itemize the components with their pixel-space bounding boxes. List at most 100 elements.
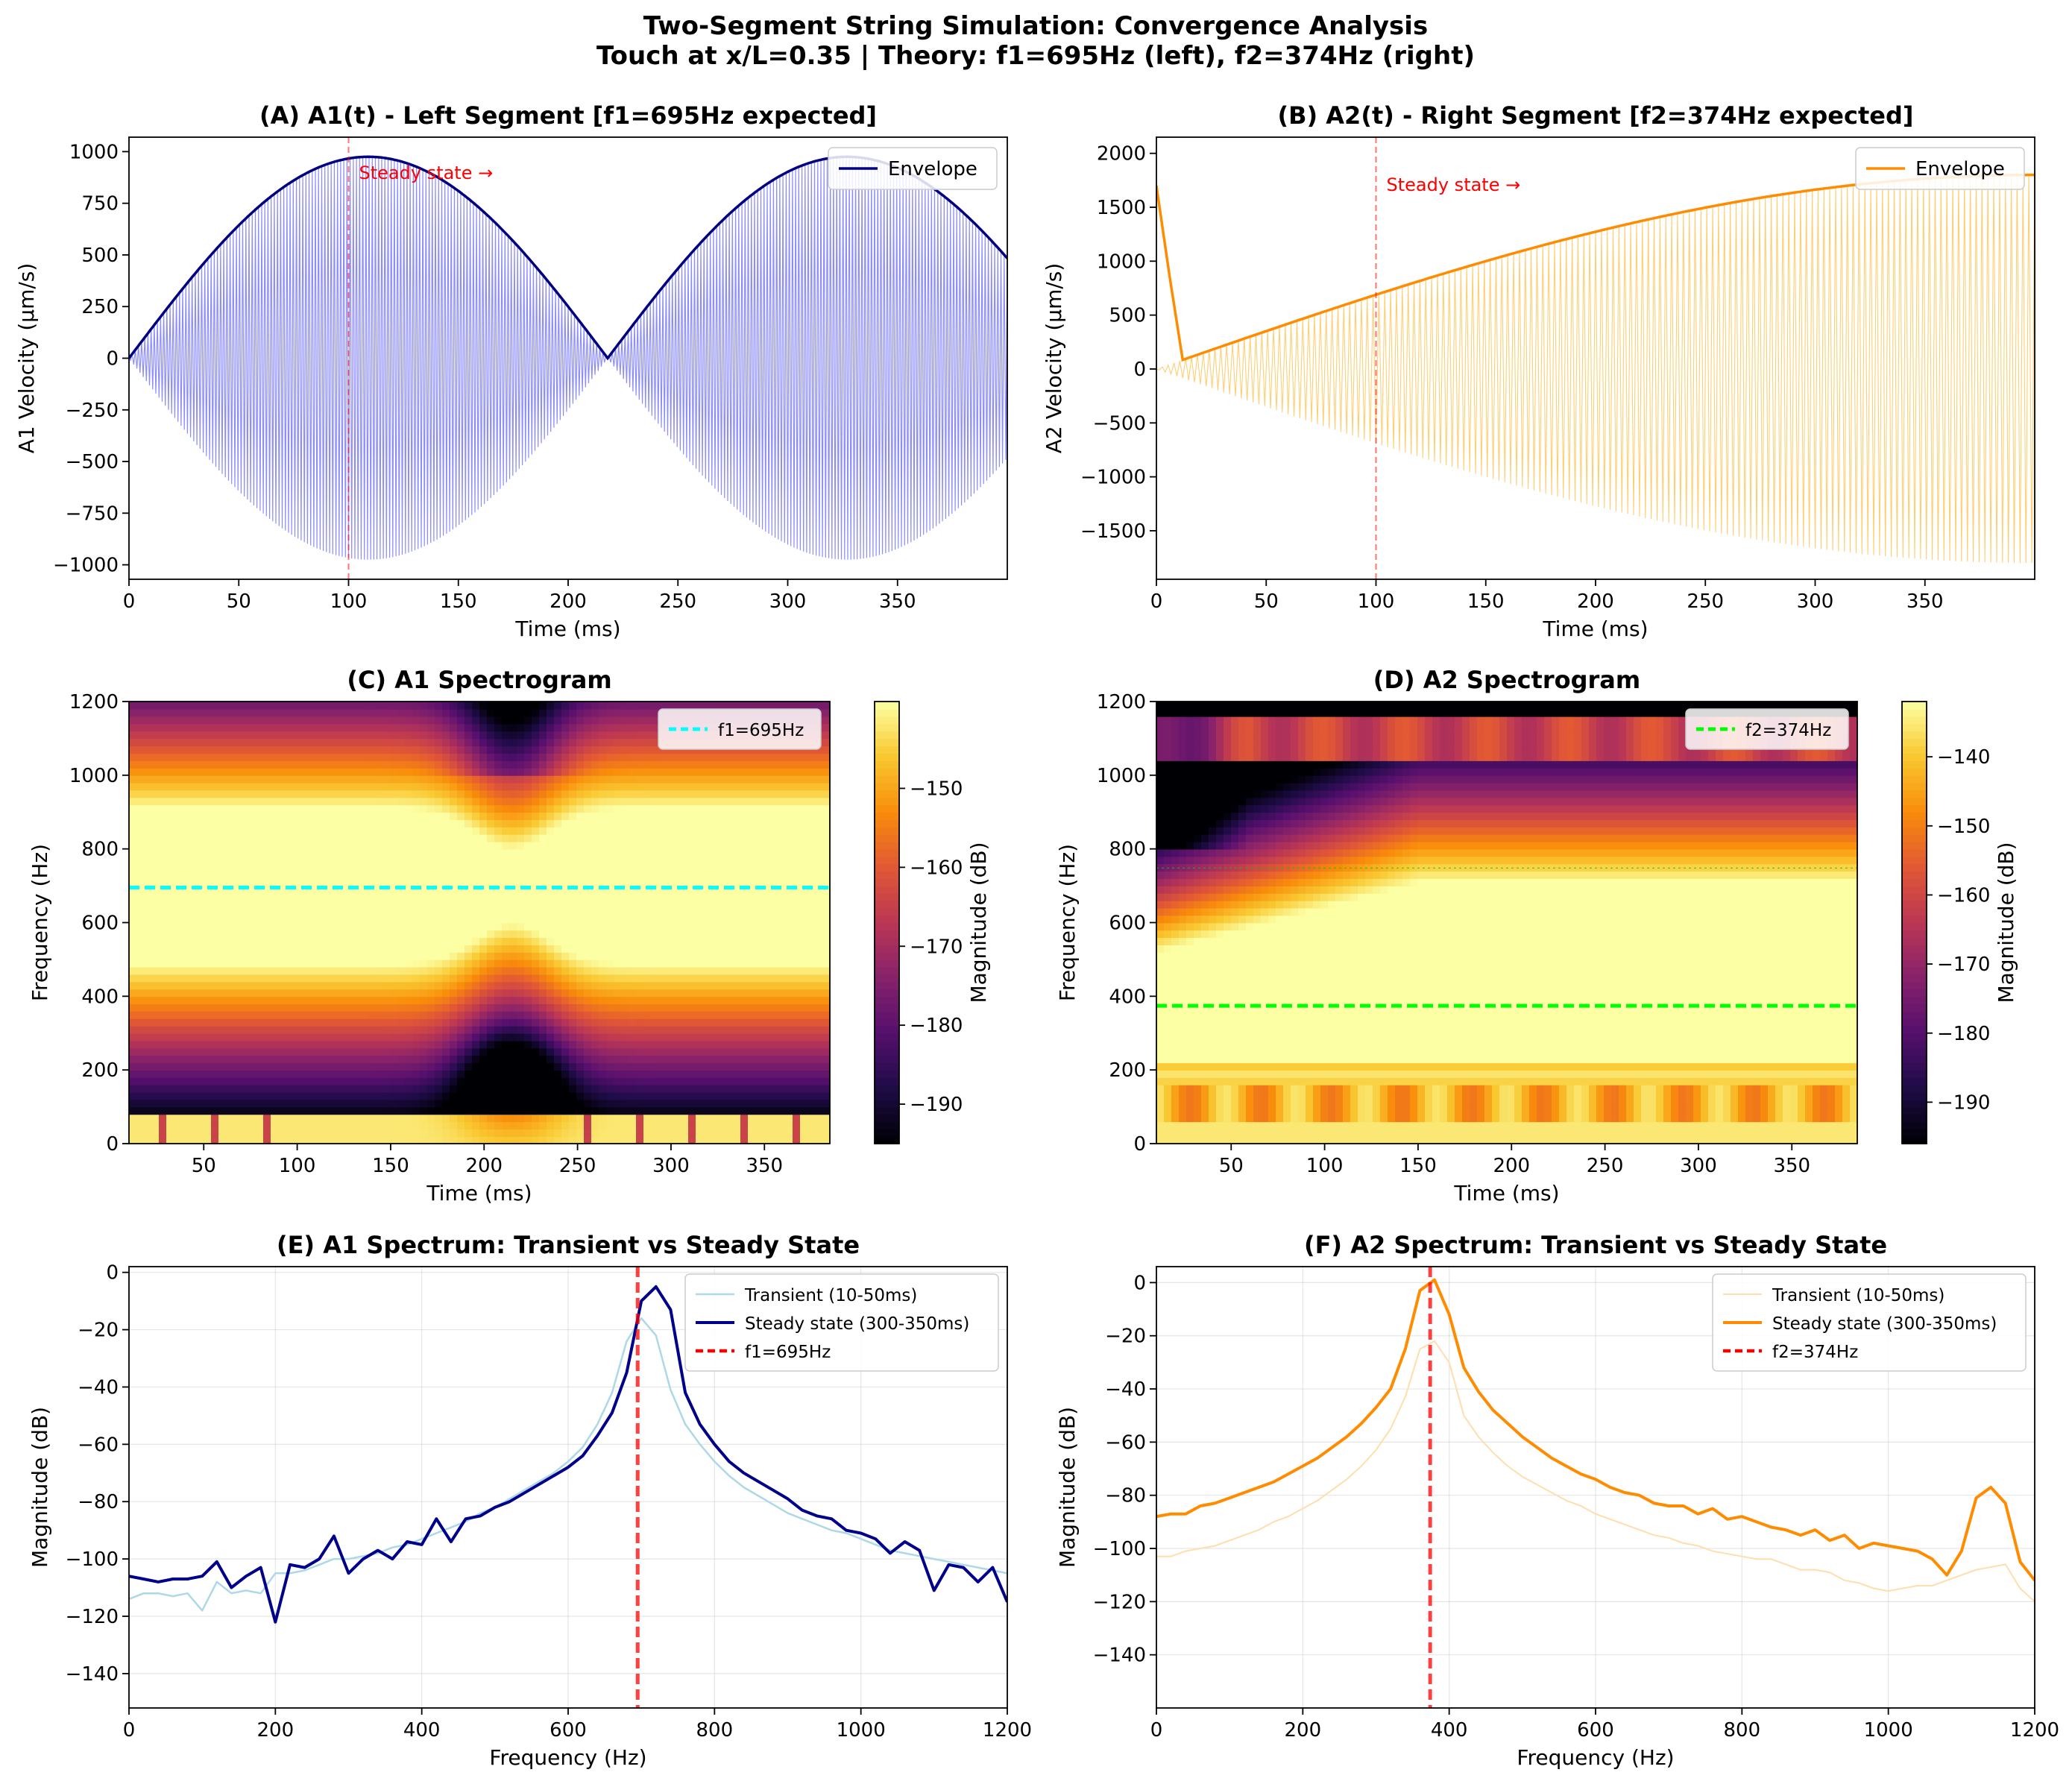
spectrogram-cell — [151, 768, 160, 776]
spectrogram-cell — [554, 833, 562, 842]
spectrogram-cell — [465, 738, 473, 747]
spectrogram-cell — [658, 871, 667, 879]
spectrogram-cell — [196, 1070, 204, 1078]
spectrogram-cell — [547, 731, 555, 740]
spectrogram-cell — [494, 878, 503, 886]
spectrogram-cell — [405, 827, 413, 835]
spectrogram-cell — [390, 856, 398, 865]
spectrogram-cell — [323, 723, 331, 732]
spectrogram-cell — [696, 1091, 704, 1100]
spectrogram-cell — [629, 1091, 637, 1100]
spectrogram-cell — [606, 863, 614, 872]
spectrogram-cell — [241, 1136, 249, 1144]
spectrogram-cell — [412, 1025, 421, 1034]
spectrogram-cell — [636, 1091, 644, 1100]
spectrogram-cell — [218, 922, 227, 931]
spectrogram-cell — [465, 1018, 473, 1027]
spectrogram-cell — [226, 708, 234, 717]
spectrogram-cell — [636, 848, 644, 857]
spectrogram-cell — [286, 1011, 294, 1019]
spectrogram-cell — [382, 930, 391, 939]
spectrogram-cell — [174, 1099, 182, 1108]
spectrogram-cell — [479, 731, 488, 740]
x-tick-label: 0 — [123, 590, 136, 613]
spectrogram-cell — [584, 945, 592, 953]
spectrogram-cell — [338, 996, 346, 1004]
spectrogram-cell — [554, 930, 562, 939]
spectrogram-cell — [151, 1091, 160, 1100]
spectrogram-cell — [494, 1033, 503, 1041]
spectrogram-cell — [569, 886, 577, 894]
spectrogram-cell — [189, 945, 197, 953]
spectrogram-cell — [368, 1011, 376, 1019]
spectrogram-cell — [688, 878, 696, 886]
spectrogram-cell — [591, 1070, 599, 1078]
spectrogram-cell — [412, 871, 421, 879]
spectrogram-cell — [233, 1077, 242, 1085]
spectrogram-cell — [338, 886, 346, 894]
spectrogram-cell — [681, 989, 689, 997]
spectrogram-cell — [547, 937, 555, 945]
spectrogram-cell — [718, 819, 726, 828]
spectrogram-cell — [174, 738, 182, 747]
spectrogram-cell — [681, 782, 689, 791]
spectrogram-cell — [666, 1070, 674, 1078]
spectrogram-cell — [636, 753, 644, 761]
spectrogram-cell — [681, 1018, 689, 1027]
spectrogram-cell — [144, 768, 152, 776]
spectrogram-cell — [136, 1040, 145, 1049]
spectrogram-cell — [472, 738, 480, 747]
spectrogram-cell — [457, 797, 465, 806]
spectrogram-cell — [323, 746, 331, 754]
spectrogram-cell — [576, 753, 585, 761]
spectrogram-cell — [271, 907, 279, 916]
spectrogram-cell — [643, 753, 652, 761]
spectrogram-cell — [263, 738, 271, 747]
spectrogram-cell — [636, 1106, 644, 1115]
spectrogram-cell — [733, 989, 741, 997]
spectrogram-cell — [226, 1077, 234, 1085]
spectrogram-cell — [733, 1106, 741, 1115]
spectrogram-cell — [681, 1070, 689, 1078]
spectrogram-cell — [420, 768, 428, 776]
spectrogram-cell — [159, 790, 167, 798]
spectrogram-cell — [174, 790, 182, 798]
spectrogram-cell — [472, 959, 480, 968]
spectrogram-cell — [539, 893, 547, 901]
spectrogram-cell — [733, 1033, 741, 1041]
spectrogram-cell — [539, 833, 547, 842]
spectrogram-cell — [226, 848, 234, 857]
spectrogram-cell — [189, 1106, 197, 1115]
spectrogram-cell — [300, 856, 309, 865]
spectrogram-cell — [338, 1077, 346, 1085]
spectrogram-cell — [703, 1011, 711, 1019]
spectrogram-cell — [517, 900, 525, 909]
spectrogram-cell — [308, 871, 316, 879]
spectrogram-cell — [681, 833, 689, 842]
spectrogram-cell — [703, 790, 711, 798]
spectrogram-cell — [278, 702, 286, 710]
spectrogram-cell — [517, 922, 525, 931]
spectrogram-cell — [666, 1025, 674, 1034]
spectrogram-cell — [576, 915, 585, 924]
spectrogram-cell — [323, 1033, 331, 1041]
spectrogram-cell — [129, 915, 137, 924]
spectrogram-cell — [576, 937, 585, 945]
spectrogram-cell — [368, 848, 376, 857]
spectrogram-cell — [368, 989, 376, 997]
spectrogram-cell — [174, 841, 182, 850]
spectrogram-cell — [524, 1033, 532, 1041]
spectrogram-cell — [532, 1077, 540, 1085]
spectrogram-cell — [703, 1099, 711, 1108]
spectrogram-cell — [524, 1055, 532, 1064]
spectrogram-cell — [241, 1062, 249, 1071]
spectrogram-cell — [189, 996, 197, 1004]
spectrogram-cell — [524, 790, 532, 798]
spectrogram-cell — [390, 841, 398, 850]
spectrogram-cell — [435, 738, 443, 747]
spectrogram-cell — [651, 827, 659, 835]
spectrogram-cell — [465, 1025, 473, 1034]
spectrogram-cell — [286, 1062, 294, 1071]
spectrogram-cell — [576, 723, 585, 732]
spectrogram-cell — [636, 930, 644, 939]
